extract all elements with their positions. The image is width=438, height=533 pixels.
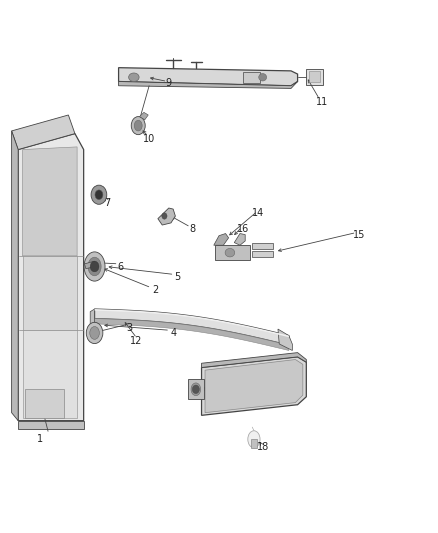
FancyBboxPatch shape	[215, 245, 250, 260]
FancyBboxPatch shape	[252, 251, 273, 257]
Circle shape	[162, 213, 167, 219]
Text: 16: 16	[237, 224, 249, 235]
Ellipse shape	[259, 74, 267, 81]
Ellipse shape	[134, 120, 142, 131]
Text: 2: 2	[152, 286, 159, 295]
Polygon shape	[12, 131, 18, 421]
Ellipse shape	[191, 383, 201, 395]
Circle shape	[95, 190, 103, 199]
Polygon shape	[119, 82, 297, 88]
Circle shape	[90, 261, 99, 272]
Text: 18: 18	[257, 442, 269, 452]
FancyBboxPatch shape	[25, 389, 64, 418]
Polygon shape	[18, 421, 84, 429]
Text: 6: 6	[118, 262, 124, 271]
Polygon shape	[95, 319, 289, 351]
Ellipse shape	[86, 322, 103, 344]
Polygon shape	[119, 68, 297, 86]
Circle shape	[91, 185, 107, 204]
Polygon shape	[158, 208, 175, 225]
Text: 7: 7	[105, 198, 111, 208]
Polygon shape	[18, 134, 84, 421]
Text: 1: 1	[37, 434, 43, 445]
FancyBboxPatch shape	[306, 69, 323, 85]
Polygon shape	[95, 309, 289, 337]
Polygon shape	[201, 357, 306, 415]
Ellipse shape	[225, 248, 235, 257]
Polygon shape	[22, 256, 77, 330]
Polygon shape	[85, 261, 96, 269]
FancyBboxPatch shape	[309, 71, 320, 82]
Text: 13: 13	[222, 246, 234, 255]
Polygon shape	[278, 329, 292, 351]
FancyBboxPatch shape	[187, 379, 204, 399]
Text: 11: 11	[315, 96, 328, 107]
Polygon shape	[201, 353, 306, 368]
Ellipse shape	[129, 73, 139, 82]
Polygon shape	[90, 309, 95, 325]
Text: 12: 12	[130, 336, 142, 346]
Text: 15: 15	[353, 230, 365, 240]
FancyBboxPatch shape	[252, 243, 273, 249]
Ellipse shape	[90, 327, 99, 340]
Polygon shape	[205, 360, 303, 413]
Text: 3: 3	[127, 322, 133, 333]
Text: 17: 17	[235, 384, 247, 394]
Ellipse shape	[88, 257, 101, 276]
Text: 14: 14	[252, 208, 265, 219]
FancyBboxPatch shape	[251, 439, 257, 448]
Text: 4: 4	[170, 328, 176, 338]
Polygon shape	[234, 233, 245, 245]
Ellipse shape	[131, 117, 145, 135]
Text: 5: 5	[174, 272, 180, 282]
Ellipse shape	[84, 252, 105, 281]
Circle shape	[192, 385, 199, 393]
FancyBboxPatch shape	[243, 72, 261, 83]
Polygon shape	[95, 309, 289, 345]
Ellipse shape	[248, 431, 260, 448]
Text: 9: 9	[166, 78, 172, 88]
Polygon shape	[12, 115, 75, 150]
Polygon shape	[22, 147, 77, 256]
Text: 8: 8	[190, 224, 196, 235]
Polygon shape	[22, 330, 77, 418]
Text: 10: 10	[143, 134, 155, 144]
Polygon shape	[140, 112, 148, 120]
Polygon shape	[214, 233, 229, 245]
